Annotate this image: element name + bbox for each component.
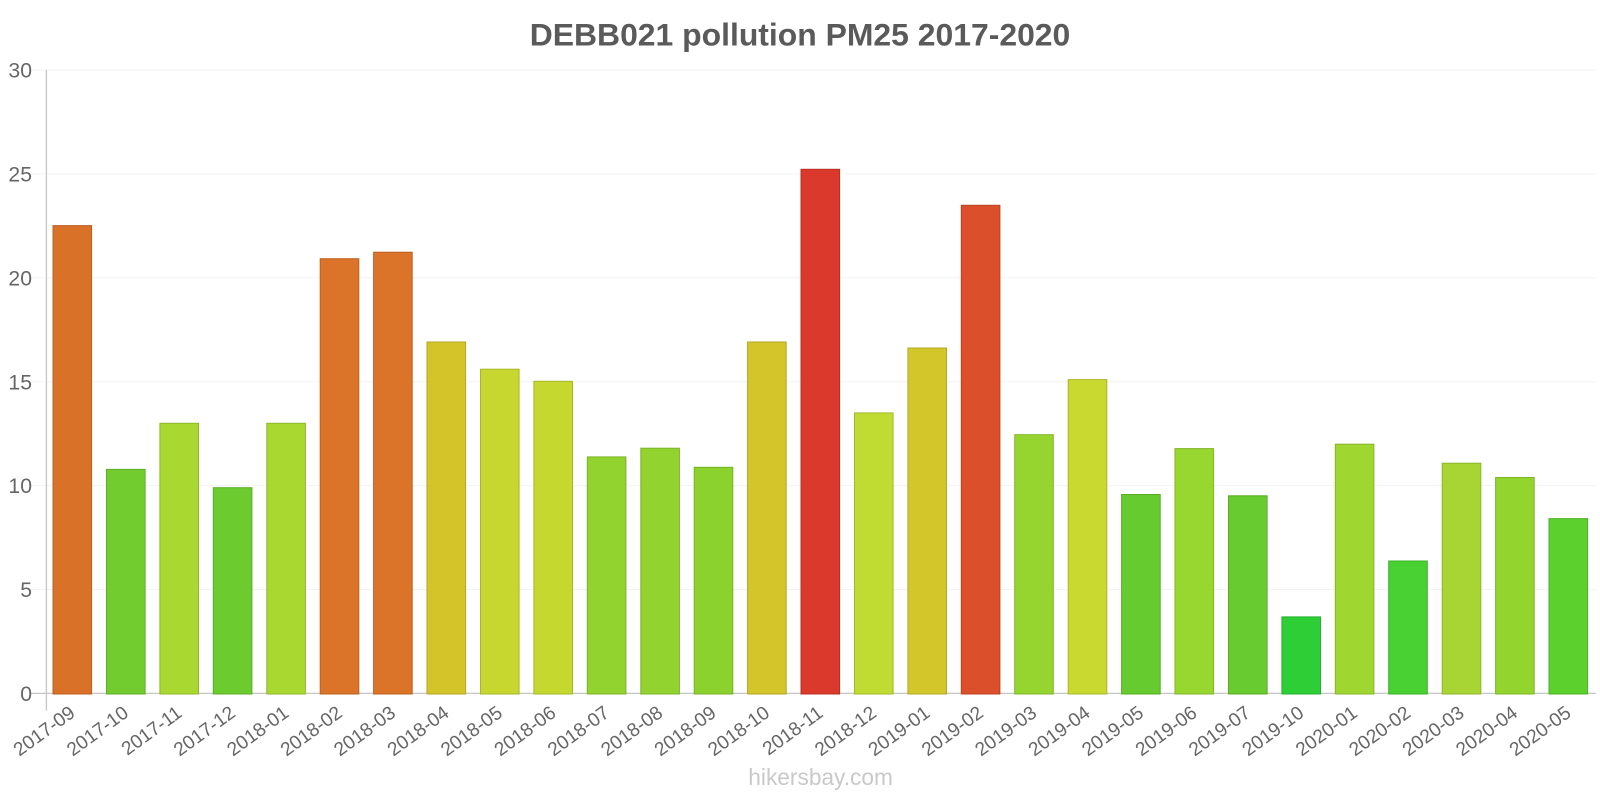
svg-text:5: 5	[20, 579, 32, 602]
svg-text:20: 20	[8, 267, 32, 290]
svg-text:30: 30	[8, 60, 32, 83]
svg-text:15: 15	[8, 371, 32, 394]
svg-text:0: 0	[20, 683, 32, 706]
svg-text:DEBB021 pollution PM25 2017-20: DEBB021 pollution PM25 2017-2020	[530, 17, 1071, 53]
svg-text:hikersbay.com: hikersbay.com	[748, 764, 893, 790]
svg-text:25: 25	[8, 164, 32, 187]
svg-text:10: 10	[8, 475, 32, 498]
